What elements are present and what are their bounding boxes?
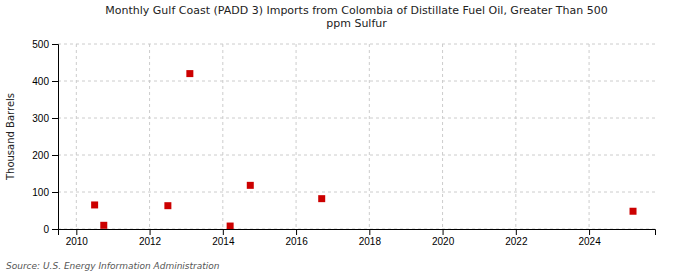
x-axis-tick-label: 2024 xyxy=(578,236,601,247)
point xyxy=(164,202,171,209)
x-axis-tick-label: 2014 xyxy=(212,236,235,247)
x-axis-tick-label: 2020 xyxy=(432,236,455,247)
chart: 2010 2012 2014 2016 2018 2020 2022 2024 0 100 200 3… xyxy=(0,0,675,275)
x-axis-tick-mark xyxy=(223,229,224,235)
point xyxy=(318,195,325,202)
x-axis-tick: 2010 xyxy=(66,229,89,247)
point xyxy=(100,222,107,229)
y-axis-tick: 300 xyxy=(32,113,58,124)
x-axis-tick: 2020 xyxy=(432,229,455,247)
y-axis-tick-mark xyxy=(52,192,58,193)
y-axis-tick-mark xyxy=(52,118,58,119)
point xyxy=(247,182,254,189)
y-axis-tick-mark xyxy=(52,81,58,82)
grid-line-x xyxy=(369,44,370,229)
y-axis-tick: 500 xyxy=(32,39,58,50)
x-axis-tick: 2014 xyxy=(212,229,235,247)
x-axis-tick-label: 2012 xyxy=(139,236,162,247)
x-axis-tick-mark xyxy=(589,229,590,235)
title: Monthly Gulf Coast (PADD 3) Imports from… xyxy=(105,4,607,30)
points xyxy=(91,70,636,229)
y-axis-tick-label: 100 xyxy=(32,187,49,198)
y-axis-tick-label: 200 xyxy=(32,150,49,161)
grid-line-x xyxy=(589,44,590,229)
grid-line-y xyxy=(58,155,655,156)
grid-line-x xyxy=(76,44,77,229)
point xyxy=(91,201,98,208)
x-axis-tick: 2024 xyxy=(578,229,601,247)
x-axis-tick: 2022 xyxy=(505,229,528,247)
grid-line-y xyxy=(58,192,655,193)
y-axis-title: Thousand Barrels xyxy=(5,93,16,181)
grid-line-y xyxy=(58,44,655,45)
x-axis-tick-mark xyxy=(76,229,77,235)
point xyxy=(186,70,193,77)
grid xyxy=(58,44,655,229)
point xyxy=(630,208,637,215)
y-axis-tick: 400 xyxy=(32,76,58,87)
x-axis-tick-mark xyxy=(516,229,517,235)
x-axis-tick-label: 2018 xyxy=(359,236,382,247)
grid-line-x xyxy=(149,44,150,229)
x-axis-tick-label: 2016 xyxy=(285,236,308,247)
y-axis-tick-label: 0 xyxy=(43,224,49,235)
x-axis-tick-mark xyxy=(296,229,297,235)
x-axis: 2010 2012 2014 2016 2018 2020 2022 2024 xyxy=(59,229,656,247)
x-axis-line xyxy=(59,230,656,236)
grid-line-x xyxy=(515,44,516,229)
y-axis-tick-label: 500 xyxy=(32,39,49,50)
y-axis-tick: 100 xyxy=(32,187,58,198)
grid-line-x xyxy=(222,44,223,229)
x-axis-tick-label: 2010 xyxy=(66,236,89,247)
x-axis-tick: 2018 xyxy=(359,229,382,247)
point xyxy=(227,223,234,229)
y-axis-tick-label: 400 xyxy=(32,76,49,87)
x-axis-tick-mark xyxy=(150,229,151,235)
y-axis-line xyxy=(52,45,59,230)
x-axis-tick-mark xyxy=(369,229,370,235)
grid-line-x xyxy=(442,44,443,229)
y-axis-tick-label: 300 xyxy=(32,113,49,124)
y-axis-tick-mark xyxy=(52,155,58,156)
x-axis-tick-label: 2022 xyxy=(505,236,528,247)
y-axis-tick-mark xyxy=(52,229,58,230)
y-axis-tick: 200 xyxy=(32,150,58,161)
x-axis-tick-mark xyxy=(443,229,444,235)
grid-line-y xyxy=(58,118,655,119)
source-note: Source: U.S. Energy Information Administ… xyxy=(6,261,220,271)
y-axis-tick-mark xyxy=(52,44,58,45)
grid-line-y xyxy=(58,81,655,82)
y-axis-tick: 0 xyxy=(43,224,58,235)
grid-line-x xyxy=(296,44,297,229)
x-axis-tick: 2012 xyxy=(139,229,162,247)
x-axis-tick: 2016 xyxy=(285,229,308,247)
y-axis: 0 100 200 300 400 500 xyxy=(32,39,58,235)
plot: 2010 2012 2014 2016 2018 2020 2022 2024 0 100 200 3… xyxy=(32,39,655,247)
